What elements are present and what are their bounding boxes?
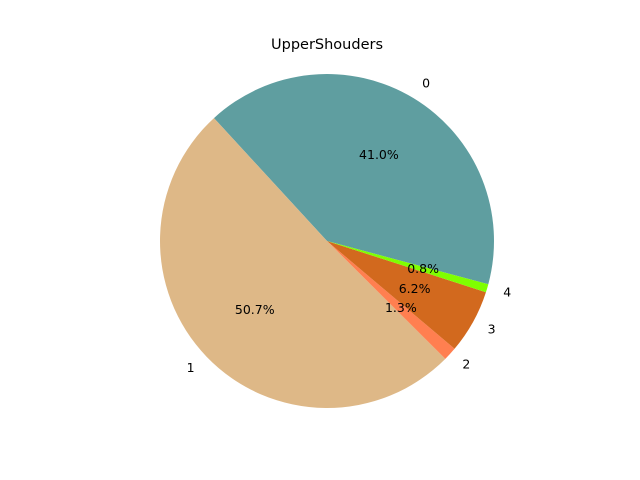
pie-slice-0 <box>213 73 495 285</box>
slice-label-0: 0 <box>422 75 430 90</box>
slice-label-1: 1 <box>187 360 195 375</box>
slice-percent-0: 41.0% <box>359 147 399 162</box>
pie-slices <box>160 73 495 408</box>
slice-percent-1: 50.7% <box>235 302 275 317</box>
slice-label-4: 4 <box>503 284 511 299</box>
pie-slice-4 <box>327 241 489 293</box>
pie-slice-1 <box>160 118 446 408</box>
pie-slice-3 <box>327 241 486 349</box>
chart-title: UpperShouders <box>271 37 383 53</box>
slice-label-3: 3 <box>488 322 496 337</box>
pie-slice-2 <box>327 241 455 359</box>
slice-label-2: 2 <box>462 357 470 372</box>
slice-percent-2: 1.3% <box>385 300 417 315</box>
slice-percent-4: 0.8% <box>407 261 439 276</box>
pie-labels: 0 41.0% 1 50.7% 2 1.3% 3 6.2% 4 0.8% <box>187 75 512 374</box>
slice-percent-3: 6.2% <box>399 281 431 296</box>
